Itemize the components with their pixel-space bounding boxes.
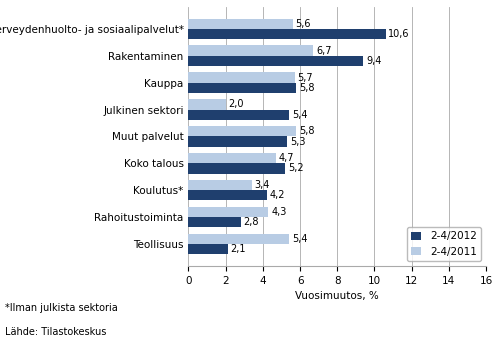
Bar	[188, 153, 276, 163]
Text: 5,4: 5,4	[292, 109, 307, 120]
Text: 5,4: 5,4	[292, 234, 307, 244]
Text: 6,7: 6,7	[316, 46, 331, 56]
Bar	[188, 83, 297, 93]
Bar	[188, 217, 241, 227]
Text: 10,6: 10,6	[388, 29, 410, 39]
Bar	[188, 29, 386, 39]
Text: 5,8: 5,8	[299, 83, 314, 93]
Bar	[188, 19, 293, 29]
Text: 5,2: 5,2	[288, 163, 304, 174]
Text: 2,0: 2,0	[229, 99, 244, 109]
Bar	[188, 163, 285, 174]
Bar	[188, 180, 251, 190]
Text: 5,8: 5,8	[299, 126, 314, 136]
Text: 2,8: 2,8	[244, 217, 259, 227]
Bar	[188, 136, 287, 147]
Text: 5,3: 5,3	[290, 136, 306, 147]
Text: 5,6: 5,6	[296, 19, 311, 29]
Bar	[188, 109, 289, 120]
X-axis label: Vuosimuutos, %: Vuosimuutos, %	[296, 291, 379, 301]
Text: Lähde: Tilastokeskus: Lähde: Tilastokeskus	[5, 327, 106, 337]
Text: 9,4: 9,4	[366, 56, 381, 66]
Text: *Ilman julkista sektoria: *Ilman julkista sektoria	[5, 303, 118, 313]
Legend: 2-4/2012, 2-4/2011: 2-4/2012, 2-4/2011	[407, 227, 481, 261]
Text: 4,3: 4,3	[271, 207, 287, 217]
Bar	[188, 45, 313, 56]
Text: 2,1: 2,1	[230, 244, 246, 254]
Bar	[188, 234, 289, 244]
Bar	[188, 244, 228, 254]
Bar	[188, 99, 226, 109]
Text: 4,2: 4,2	[269, 190, 285, 200]
Text: 3,4: 3,4	[254, 180, 270, 190]
Text: 4,7: 4,7	[279, 153, 294, 163]
Bar	[188, 190, 267, 201]
Bar	[188, 126, 297, 136]
Text: 5,7: 5,7	[297, 73, 313, 83]
Bar	[188, 72, 295, 83]
Bar	[188, 56, 363, 66]
Bar	[188, 207, 268, 217]
